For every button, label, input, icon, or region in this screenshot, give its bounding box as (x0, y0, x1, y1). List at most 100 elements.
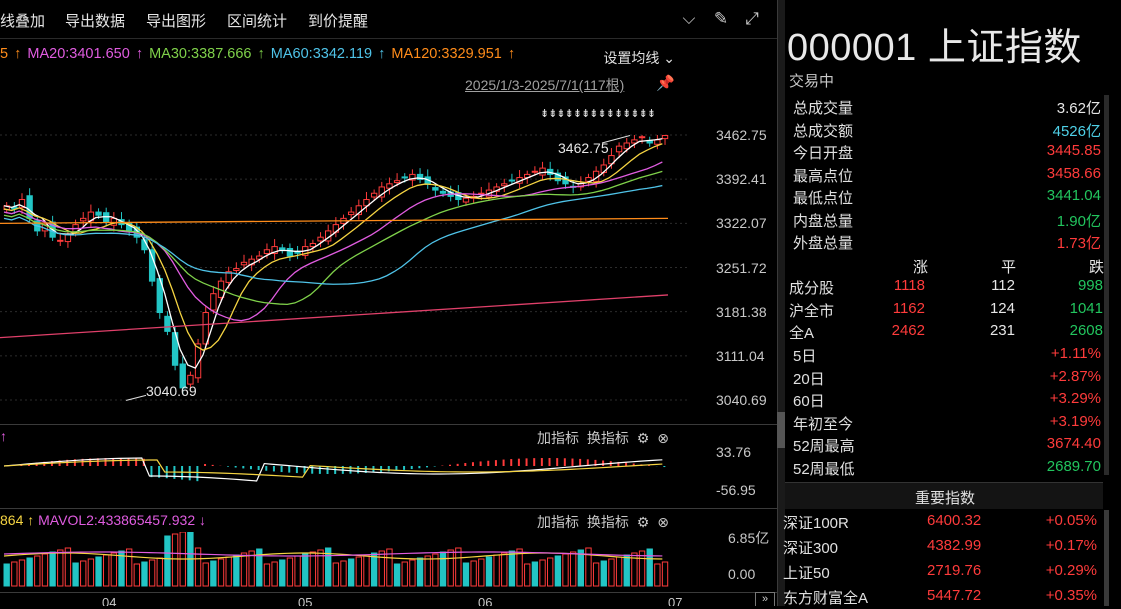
candle-body (179, 363, 186, 389)
volume-bar (225, 556, 232, 587)
volume-bar (401, 561, 408, 587)
range-stats-button[interactable]: 区间统计 (227, 13, 288, 30)
candle-body (416, 173, 424, 180)
ma-settings-button[interactable]: 设置均线 ⌄ (603, 50, 675, 66)
volume-bar (125, 548, 133, 587)
volume-bar (279, 559, 286, 587)
ma10-line (3, 143, 663, 351)
volume-bar (263, 563, 271, 587)
stat-value: 1.73亿 (1056, 235, 1101, 252)
volume-bar (171, 533, 179, 587)
macd-switch-indicator-button[interactable]: 换指标 (586, 430, 629, 446)
ma-legend: 5 ↑ MA20:3401.650 ↑ MA30:3387.666 ↑ MA60… (0, 46, 517, 68)
index-value: 2719.76 (927, 562, 982, 579)
vol-switch-indicator-button[interactable]: 换指标 (586, 514, 629, 530)
panel-divider[interactable] (0, 424, 777, 425)
candle-body (462, 197, 470, 203)
candle-body (279, 247, 286, 251)
export-data-button[interactable]: 导出数据 (65, 13, 126, 30)
candle-body (294, 251, 301, 254)
panel-scrollbar[interactable] (1104, 95, 1109, 475)
vol-gear-icon[interactable]: ⚙ (636, 514, 650, 530)
date-range-label[interactable]: 2025/1/3-2025/7/1(117根) (465, 77, 625, 93)
candle-body (202, 312, 209, 345)
volume-bar (501, 552, 508, 587)
candle-body (164, 315, 171, 332)
index-row[interactable]: 深证300 4382.99 +0.17% (783, 537, 1103, 559)
candle-body (263, 249, 271, 255)
candle-body (363, 199, 370, 207)
candle-body (317, 236, 324, 242)
mavol2-arrow: ↓ (199, 512, 207, 528)
volume-bar (531, 561, 539, 587)
ma60-arrow: ↑ (378, 46, 386, 62)
x-tick: 06 (478, 595, 493, 606)
candle-body (615, 145, 623, 153)
export-chart-button[interactable]: 导出图形 (146, 13, 207, 30)
index-scrollbar[interactable] (1104, 510, 1109, 606)
macd-gear-icon[interactable]: ⚙ (636, 430, 650, 446)
overlay-button[interactable]: 线叠加 (0, 13, 46, 30)
volume-bar (41, 553, 49, 587)
volume-bar (493, 554, 500, 587)
macd-add-indicator-button[interactable]: 加指标 (537, 430, 579, 446)
ma120-line (0, 217, 669, 225)
stat-row: 今日开盘 3445.85 (785, 142, 1103, 164)
panel-divider[interactable] (0, 508, 777, 509)
dropdown-circle-icon[interactable]: ⌵ (682, 9, 696, 28)
candle-body (623, 142, 630, 150)
breadth-row: 成分股 1118 112 998 (785, 277, 1103, 299)
index-row[interactable]: 东方财富全A 5447.72 +0.35% (783, 587, 1103, 609)
macd-chart[interactable] (0, 448, 688, 504)
ma30-arrow: ↑ (257, 46, 265, 62)
fullscreen-icon[interactable]: ⤢ (745, 9, 759, 28)
vol-close-icon[interactable]: ⊗ (657, 514, 669, 530)
volume-chart[interactable] (0, 532, 688, 588)
ma60-line (3, 184, 663, 285)
chart-area[interactable]: 线叠加 导出数据 导出图形 区间统计 到价提醒 ⌵ ✎ ⤢ 5 ↑ MA20:3… (0, 0, 777, 606)
stat-label: 总成交量 (793, 100, 854, 117)
volume-bar (569, 551, 577, 587)
vol-add-indicator-button[interactable]: 加指标 (537, 514, 579, 530)
candle-body (57, 239, 64, 242)
breadth-up: 1162 (892, 299, 925, 317)
ma30-line (3, 170, 663, 306)
candle-body (26, 195, 33, 219)
stat-row: 最高点位 3458.66 (785, 165, 1103, 187)
panel-splitter[interactable] (777, 0, 786, 606)
splitter-handle[interactable] (777, 412, 785, 448)
index-row[interactable]: 上证50 2719.76 +0.29% (783, 562, 1103, 584)
volume-bar (470, 560, 477, 587)
volume-legend: 864 ↑ MAVOL2:433865457.932 ↓ (0, 512, 206, 528)
expand-icon[interactable]: » (755, 592, 775, 606)
volume-bar (554, 555, 562, 587)
index-row[interactable]: 深证100R 6400.32 +0.05% (783, 512, 1103, 534)
x-tick: 05 (298, 595, 313, 606)
brush-icon[interactable]: ✎ (713, 9, 729, 28)
macd-close-icon[interactable]: ⊗ (657, 430, 669, 446)
breadth-down: 1041 (1069, 299, 1103, 317)
ma5-line (3, 138, 663, 369)
volume-bar (370, 552, 378, 587)
candle-body (210, 293, 217, 311)
price-alert-button[interactable]: 到价提醒 (308, 13, 369, 30)
index-name: 深证100R (783, 515, 849, 532)
volume-bar (294, 555, 301, 587)
volume-bar (309, 551, 317, 587)
volume-bar (64, 547, 72, 587)
period-value: +3.29% (1049, 390, 1101, 407)
candle-body (631, 139, 638, 144)
pin-icon[interactable]: 📌 (656, 75, 675, 92)
volume-bar (661, 561, 669, 587)
candle-body (309, 242, 317, 248)
stat-row: 总成交量 3.62亿 (785, 97, 1103, 119)
stat-value: 4526亿 (1052, 122, 1101, 140)
x-tick: 07 (668, 595, 683, 606)
volume-bar (49, 551, 56, 587)
volume-bar (623, 554, 630, 587)
ma20-line (3, 161, 663, 322)
volume-bar (455, 547, 462, 587)
candlestick-chart[interactable] (0, 90, 688, 420)
volume-bar (26, 557, 33, 587)
volume-bar (103, 554, 110, 587)
